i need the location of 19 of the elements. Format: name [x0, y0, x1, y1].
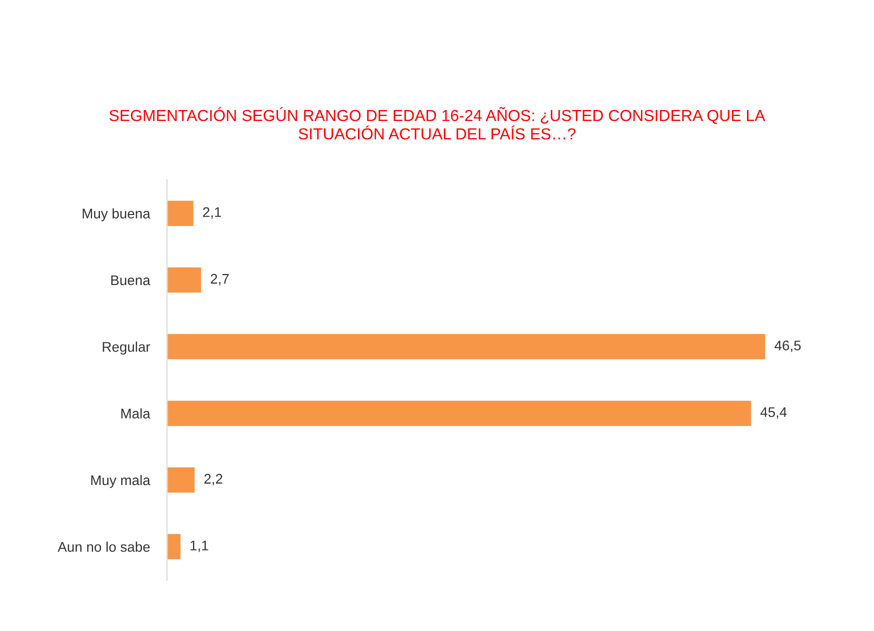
data-label: 46,5 [774, 340, 801, 352]
y-tick-label: Mala [121, 408, 150, 419]
data-label: 45,4 [760, 407, 787, 419]
bar [167, 399, 752, 428]
y-tick-label: Aun no lo sabe [58, 542, 150, 552]
bar [167, 466, 196, 494]
data-label: 2,1 [203, 207, 222, 219]
bar [167, 199, 195, 228]
data-label: 1,1 [190, 540, 208, 552]
bar [167, 332, 767, 361]
y-tick-label: Regular [102, 342, 150, 355]
bar [167, 532, 182, 561]
data-label: 2,2 [204, 474, 222, 486]
bar [167, 266, 202, 294]
y-tick-label: Muy mala [91, 474, 150, 488]
data-label: 2,7 [210, 274, 229, 286]
chart-title: SEGMENTACIÓN SEGÚN RANGO DE EDAD 16-24 AÑOS: ¿USTED CONSIDERA QUE LA SITUACIÓN ACTUAL DEL PAÍS ES…? [109, 107, 766, 140]
y-tick-label: Muy buena [82, 208, 150, 222]
y-tick-label: Buena [111, 275, 150, 286]
